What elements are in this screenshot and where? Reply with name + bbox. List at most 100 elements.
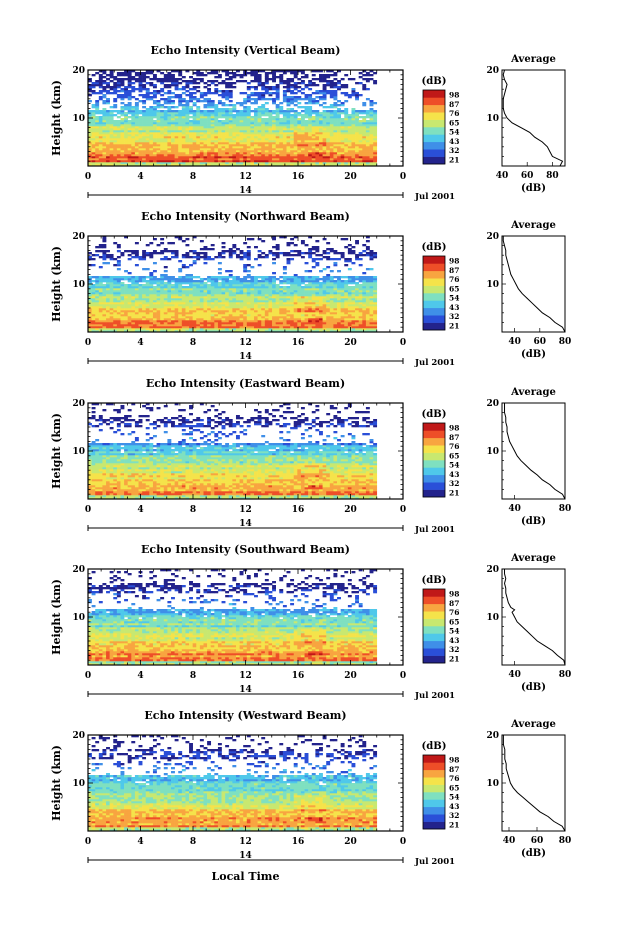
heatmap-cell: [235, 162, 240, 165]
heatmap-cell: [95, 122, 100, 125]
heatmap-cell: [275, 90, 280, 93]
heatmap-cell: [116, 156, 121, 159]
heatmap-cell: [358, 162, 363, 165]
heatmap-cell: [326, 132, 331, 135]
heatmap-cell: [257, 148, 262, 151]
heatmap-cell: [272, 152, 276, 155]
heatmap-cell: [156, 102, 161, 105]
heatmap-cell: [109, 132, 114, 135]
heatmap-cell: [138, 278, 143, 281]
heatmap-cell: [351, 140, 356, 143]
heatmap-cell: [102, 296, 107, 299]
heatmap-cell: [275, 326, 280, 329]
heatmap-cell: [149, 156, 154, 159]
heatmap-cell: [181, 122, 186, 125]
heatmap-cell: [351, 158, 356, 161]
heatmap-cell: [127, 94, 132, 97]
heatmap-cell: [95, 290, 100, 293]
heatmap-cell: [127, 154, 132, 157]
heatmap-cell: [279, 310, 284, 313]
heatmap-cell: [290, 284, 295, 287]
heatmap-cell: [145, 322, 150, 325]
heatmap-cell: [189, 124, 193, 127]
heatmap-cell: [142, 318, 147, 321]
heatmap-cell: [214, 138, 219, 141]
heatmap-cell: [275, 112, 280, 115]
heatmap-cell: [192, 80, 197, 83]
heatmap-cell: [88, 110, 92, 113]
heatmap-cell: [282, 310, 287, 313]
heatmap-cell: [207, 136, 212, 139]
heatmap-cell: [261, 280, 266, 283]
heatmap-cell: [351, 152, 356, 155]
heatmap-cell: [138, 320, 143, 323]
heatmap-cell: [124, 324, 128, 327]
heatmap-cell: [142, 106, 147, 109]
heatmap-cell: [134, 322, 139, 325]
heatmap-cell: [142, 126, 147, 129]
heatmap-cell: [369, 142, 374, 145]
heatmap-cell: [156, 100, 161, 103]
heatmap-cell: [257, 108, 262, 111]
heatmap-cell: [246, 320, 251, 323]
heatmap-cell: [293, 128, 298, 131]
heatmap-cell: [134, 320, 139, 323]
heatmap-cell: [347, 134, 352, 137]
heatmap-cell: [171, 250, 175, 253]
heatmap-cell: [243, 98, 248, 101]
heatmap-cell: [264, 162, 269, 165]
heatmap-cell: [311, 136, 316, 139]
heatmap-cell: [319, 126, 323, 129]
heatmap-cell: [181, 142, 186, 145]
heatmap-cell: [149, 132, 154, 135]
heatmap-cell: [358, 158, 363, 161]
heatmap-cell: [95, 118, 100, 121]
heatmap-cell: [185, 320, 190, 323]
heatmap-cell: [282, 154, 287, 157]
heatmap-cell: [228, 114, 233, 117]
heatmap-cell: [268, 250, 273, 253]
heatmap-cell: [109, 284, 114, 287]
heatmap-cell: [142, 88, 147, 91]
heatmap-cell: [347, 96, 352, 99]
heatmap-cell: [95, 316, 100, 319]
heatmap-cell: [189, 164, 193, 167]
heatmap-cell: [207, 308, 212, 311]
heatmap-cell: [210, 160, 215, 163]
heatmap-cell: [347, 120, 352, 123]
heatmap-cell: [199, 134, 204, 137]
heatmap-cell: [340, 132, 345, 135]
heatmap-cell: [156, 298, 161, 301]
heatmap-cell: [189, 88, 193, 91]
heatmap-cell: [221, 90, 226, 93]
heatmap-cell: [163, 106, 168, 109]
heatmap-cell: [120, 314, 125, 317]
heatmap-cell: [171, 256, 175, 259]
heatmap-cell: [106, 298, 110, 301]
heatmap-cell: [300, 70, 305, 73]
heatmap-cell: [116, 306, 121, 309]
heatmap-cell: [124, 152, 128, 155]
heatmap-cell: [142, 280, 147, 283]
heatmap-cell: [261, 292, 266, 295]
heatmap-cell: [120, 320, 125, 323]
heatmap-cell: [189, 308, 193, 311]
heatmap-cell: [98, 92, 103, 95]
heatmap-cell: [290, 314, 295, 317]
heatmap-cell: [268, 140, 273, 143]
profile-x-axis-label: (dB): [521, 183, 546, 194]
heatmap-cell: [337, 154, 341, 157]
heatmap-cell: [189, 282, 193, 285]
heatmap-cell: [257, 154, 262, 157]
heatmap-cell: [181, 144, 186, 147]
heatmap-cell: [109, 312, 114, 315]
heatmap-cell: [326, 164, 331, 167]
heatmap-cell: [131, 276, 136, 279]
heatmap-cell: [347, 138, 352, 141]
heatmap-cell: [160, 296, 165, 299]
heatmap-cell: [300, 158, 305, 161]
heatmap-cell: [333, 72, 338, 75]
heatmap-cell: [275, 304, 280, 307]
heatmap-cell: [290, 164, 295, 167]
heatmap-cell: [156, 278, 161, 281]
